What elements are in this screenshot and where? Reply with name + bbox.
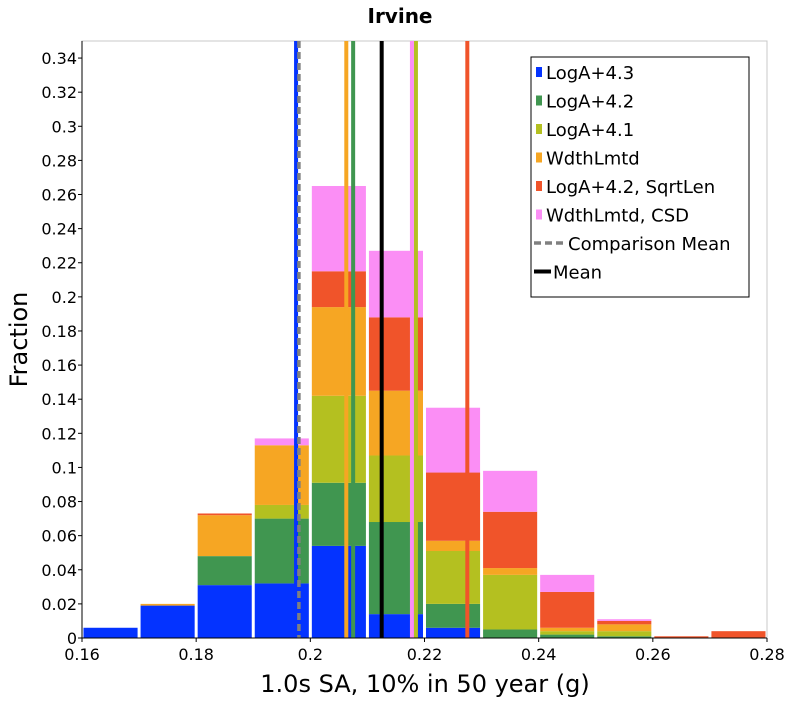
y-tick-label: 0.18 bbox=[41, 322, 77, 341]
bar-segment bbox=[311, 482, 366, 546]
bar-segment bbox=[254, 438, 309, 446]
legend-label: WdthLmtd, CSD bbox=[546, 206, 689, 227]
bar-segment bbox=[426, 472, 481, 541]
legend-swatch bbox=[536, 152, 542, 163]
bar-segment bbox=[483, 470, 538, 512]
y-axis-title: Fraction bbox=[5, 292, 33, 388]
bar-segment bbox=[197, 513, 252, 516]
bar-segment bbox=[597, 624, 652, 632]
y-tick-label: 0 bbox=[67, 629, 77, 648]
bar-segment bbox=[140, 603, 195, 606]
legend-label: LogA+4.2 bbox=[546, 92, 634, 113]
legend-label: Comparison Mean bbox=[568, 234, 731, 255]
bar-segment bbox=[483, 568, 538, 575]
bar-segment bbox=[254, 445, 309, 505]
bar-segment bbox=[83, 627, 138, 638]
legend-label: WdthLmtd bbox=[546, 149, 640, 170]
y-tick-label: 0.28 bbox=[41, 151, 77, 170]
y-tick-label: 0.06 bbox=[41, 527, 77, 546]
bar-segment bbox=[540, 627, 595, 632]
x-tick-label: 0.2 bbox=[298, 645, 323, 664]
bar-segment bbox=[426, 407, 481, 473]
y-tick-label: 0.14 bbox=[41, 390, 77, 409]
y-tick-label: 0.3 bbox=[52, 117, 77, 136]
bar-segment bbox=[540, 574, 595, 592]
bar-segment bbox=[311, 271, 366, 308]
bar-segment bbox=[254, 518, 309, 584]
plot-area: 0 0.02 0.04 0.06 0.08 0.1 0.12 0.14 0.16 0.18 0.2 0… bbox=[41, 40, 785, 664]
bar-segment bbox=[197, 585, 252, 638]
x-tick-label: 0.24 bbox=[521, 645, 557, 664]
y-tick-label: 0.12 bbox=[41, 424, 77, 443]
y-tick-label: 0.22 bbox=[41, 254, 77, 273]
legend-label: LogA+4.3 bbox=[546, 63, 634, 84]
bar-segment bbox=[597, 631, 652, 637]
bar-segment bbox=[311, 395, 366, 483]
y-tick-label: 0.08 bbox=[41, 493, 77, 512]
bar-segment bbox=[311, 185, 366, 272]
x-tick-label: 0.16 bbox=[64, 645, 100, 664]
legend-swatch bbox=[536, 95, 542, 106]
y-tick-label: 0.32 bbox=[41, 83, 77, 102]
bar-segment bbox=[540, 631, 595, 635]
x-tick-label: 0.18 bbox=[178, 645, 214, 664]
bar-segment bbox=[483, 511, 538, 569]
legend-swatch bbox=[536, 124, 542, 134]
bar-segment bbox=[254, 504, 309, 519]
legend-label: Mean bbox=[553, 263, 602, 284]
bar-segment bbox=[197, 556, 252, 586]
bar-segment bbox=[540, 634, 595, 638]
bar-segment bbox=[426, 627, 481, 638]
y-tick-label: 0.02 bbox=[41, 595, 77, 614]
y-tick-label: 0.16 bbox=[41, 356, 77, 375]
bar-segment bbox=[140, 605, 195, 638]
bar-segment bbox=[711, 631, 766, 638]
y-tick-label: 0.34 bbox=[41, 49, 77, 68]
legend-swatch bbox=[536, 209, 542, 220]
x-axis-title: 1.0s SA, 10% in 50 year (g) bbox=[260, 670, 589, 698]
chart-title: Irvine bbox=[368, 4, 433, 28]
bar-segment bbox=[426, 603, 481, 628]
bar-segment bbox=[483, 629, 538, 638]
x-tick-label: 0.22 bbox=[407, 645, 443, 664]
bar-segment bbox=[254, 583, 309, 638]
legend-label: LogA+4.2, SqrtLen bbox=[546, 177, 715, 198]
y-tick-label: 0.26 bbox=[41, 186, 77, 205]
y-tick-label: 0.24 bbox=[41, 220, 77, 239]
legend: LogA+4.3 LogA+4.2 LogA+4.1 WdthLmtd LogA+4.2… bbox=[530, 56, 750, 298]
legend-swatch bbox=[536, 181, 542, 191]
bar-segment bbox=[426, 540, 481, 552]
bar-segment bbox=[597, 620, 652, 625]
bar-segment bbox=[426, 551, 481, 604]
bar-segment bbox=[654, 636, 709, 638]
legend-swatch bbox=[536, 67, 542, 77]
bar-segment bbox=[483, 574, 538, 630]
x-tick-label: 0.26 bbox=[635, 645, 671, 664]
y-tick-label: 0.2 bbox=[52, 288, 77, 307]
bar-segment bbox=[540, 591, 595, 628]
y-tick-label: 0.1 bbox=[52, 458, 77, 477]
bar-segment bbox=[597, 619, 652, 621]
bar-segment bbox=[311, 307, 366, 396]
legend-label: LogA+4.1 bbox=[546, 120, 634, 141]
y-tick-label: 0.04 bbox=[41, 561, 77, 580]
bar-segment bbox=[197, 515, 252, 557]
bar-segment bbox=[597, 636, 652, 638]
bar-segment bbox=[311, 545, 366, 638]
x-tick-label: 0.28 bbox=[749, 645, 785, 664]
legend-box bbox=[530, 56, 750, 298]
